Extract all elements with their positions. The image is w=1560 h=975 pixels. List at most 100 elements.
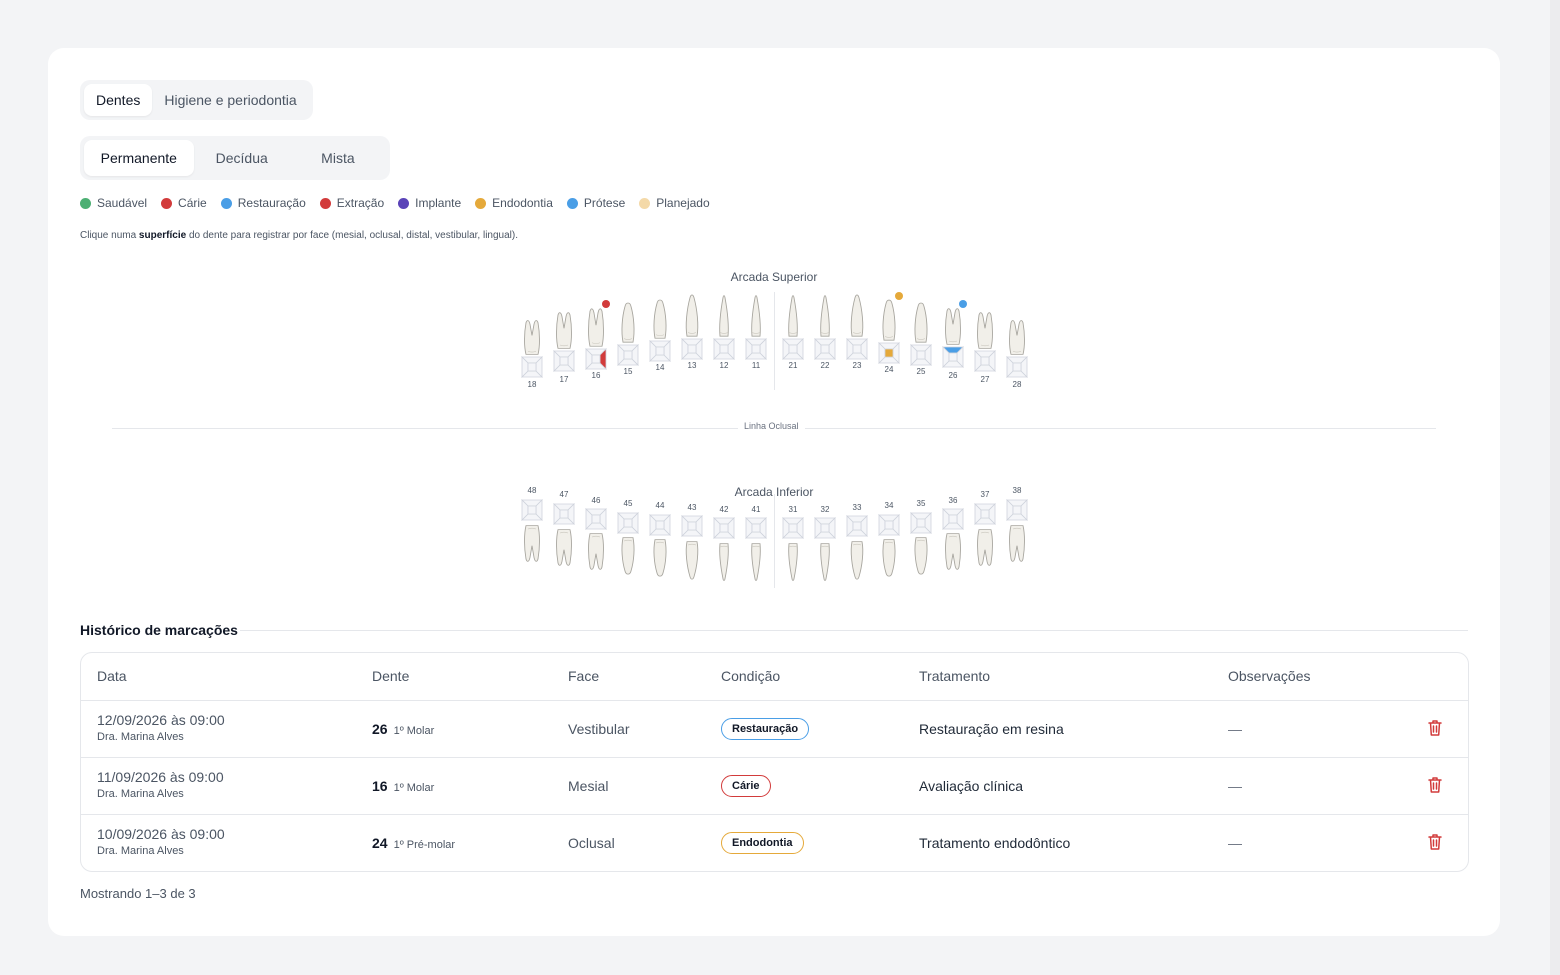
tooth-surface-oclusal[interactable] — [751, 523, 761, 533]
tooth-surface-oclusal[interactable] — [948, 352, 958, 362]
tooth-surface-map[interactable] — [878, 514, 906, 536]
tooth-surface-oclusal[interactable] — [852, 344, 862, 354]
tooth-surface-map[interactable] — [745, 338, 773, 360]
tooth-surface-map[interactable] — [745, 517, 773, 539]
tooth-surface-map[interactable] — [974, 503, 1002, 525]
tooth-surface-oclusal[interactable] — [820, 523, 830, 533]
tooth-surface-map[interactable] — [649, 514, 677, 536]
tooth-surface-oclusal[interactable] — [591, 514, 601, 524]
tooth-48[interactable] — [518, 524, 546, 564]
tooth-surface-oclusal[interactable] — [788, 344, 798, 354]
tooth-surface-oclusal[interactable] — [623, 350, 633, 360]
tooth-36[interactable] — [939, 532, 967, 572]
tooth-32[interactable] — [811, 542, 839, 582]
tooth-surface-oclusal[interactable] — [655, 346, 665, 356]
tooth-surface-oclusal[interactable] — [1012, 362, 1022, 372]
tooth-surface-map[interactable] — [1006, 356, 1034, 378]
tooth-44[interactable] — [646, 538, 674, 578]
tooth-surface-map[interactable] — [713, 338, 741, 360]
tooth-surface-map[interactable] — [814, 517, 842, 539]
tooth-surface-oclusal[interactable] — [687, 344, 697, 354]
tooth-surface-oclusal[interactable] — [948, 514, 958, 524]
tooth-46[interactable] — [582, 532, 610, 572]
tooth-37[interactable] — [971, 528, 999, 568]
tab-higiene-periodontia[interactable]: Higiene e periodontia — [164, 92, 297, 108]
tooth-surface-map[interactable] — [910, 344, 938, 366]
tooth-surface-oclusal[interactable] — [916, 350, 926, 360]
tooth-surface-oclusal[interactable] — [719, 344, 729, 354]
tooth-13[interactable] — [678, 294, 706, 338]
tooth-surface-map[interactable] — [681, 515, 709, 537]
tooth-surface-oclusal[interactable] — [852, 521, 862, 531]
tab-decidua[interactable]: Decídua — [215, 150, 268, 166]
delete-button[interactable] — [1427, 833, 1443, 856]
tooth-surface-map[interactable] — [617, 512, 645, 534]
tooth-23[interactable] — [843, 294, 871, 338]
tooth-surface-oclusal[interactable] — [980, 509, 990, 519]
page-scrollbar[interactable] — [1550, 0, 1560, 975]
tooth-surface-map[interactable] — [553, 503, 581, 525]
tooth-surface-oclusal[interactable] — [591, 354, 601, 364]
tooth-surface-map[interactable] — [942, 346, 970, 368]
tooth-21[interactable] — [779, 294, 807, 338]
tooth-surface-oclusal[interactable] — [788, 523, 798, 533]
tooth-surface-map[interactable] — [553, 350, 581, 372]
tooth-14[interactable] — [646, 298, 674, 340]
tooth-surface-oclusal[interactable] — [559, 509, 569, 519]
tooth-surface-map[interactable] — [681, 338, 709, 360]
tooth-surface-map[interactable] — [910, 512, 938, 534]
table-row[interactable]: 11/09/2026 às 09:00 Dra. Marina Alves 16… — [81, 758, 1468, 815]
tooth-surface-oclusal[interactable] — [884, 348, 894, 358]
table-row[interactable]: 10/09/2026 às 09:00 Dra. Marina Alves 24… — [81, 815, 1468, 871]
tooth-surface-oclusal[interactable] — [527, 505, 537, 515]
tooth-16[interactable] — [582, 306, 610, 348]
tooth-15[interactable] — [614, 301, 642, 344]
tooth-surface-oclusal[interactable] — [719, 523, 729, 533]
tooth-11[interactable] — [742, 294, 770, 338]
tooth-42[interactable] — [710, 542, 738, 582]
tooth-surface-map[interactable] — [649, 340, 677, 362]
tooth-45[interactable] — [614, 536, 642, 576]
tooth-surface-map[interactable] — [782, 338, 810, 360]
tooth-27[interactable] — [971, 310, 999, 350]
tooth-surface-oclusal[interactable] — [623, 518, 633, 528]
tooth-surface-map[interactable] — [585, 508, 613, 530]
tooth-surface-oclusal[interactable] — [527, 362, 537, 372]
tooth-surface-map[interactable] — [617, 344, 645, 366]
tooth-surface-map[interactable] — [878, 342, 906, 364]
tooth-28[interactable] — [1003, 318, 1031, 356]
tooth-surface-oclusal[interactable] — [820, 344, 830, 354]
tooth-surface-map[interactable] — [974, 350, 1002, 372]
tooth-surface-map[interactable] — [942, 508, 970, 530]
tab-mista[interactable]: Mista — [321, 150, 355, 166]
tooth-47[interactable] — [550, 528, 578, 568]
tooth-17[interactable] — [550, 310, 578, 350]
tooth-surface-oclusal[interactable] — [655, 520, 665, 530]
tooth-41[interactable] — [742, 542, 770, 582]
tooth-surface-oclusal[interactable] — [980, 356, 990, 366]
tooth-surface-oclusal[interactable] — [916, 518, 926, 528]
tooth-surface-oclusal[interactable] — [687, 521, 697, 531]
tooth-surface-map[interactable] — [521, 356, 549, 378]
tooth-33[interactable] — [843, 540, 871, 580]
tooth-surface-map[interactable] — [585, 348, 613, 370]
tooth-34[interactable] — [875, 538, 903, 578]
tooth-22[interactable] — [811, 294, 839, 338]
tooth-38[interactable] — [1003, 524, 1031, 564]
tooth-26[interactable] — [939, 306, 967, 346]
tooth-surface-map[interactable] — [521, 499, 549, 521]
tooth-surface-oclusal[interactable] — [884, 520, 894, 530]
tooth-surface-map[interactable] — [713, 517, 741, 539]
tooth-surface-oclusal[interactable] — [559, 356, 569, 366]
tooth-surface-map[interactable] — [846, 515, 874, 537]
tooth-12[interactable] — [710, 294, 738, 338]
tooth-surface-oclusal[interactable] — [1012, 505, 1022, 515]
tooth-35[interactable] — [907, 536, 935, 576]
delete-button[interactable] — [1427, 719, 1443, 742]
tooth-surface-oclusal[interactable] — [751, 344, 761, 354]
tooth-31[interactable] — [779, 542, 807, 582]
delete-button[interactable] — [1427, 776, 1443, 799]
tooth-surface-map[interactable] — [1006, 499, 1034, 521]
tab-permanente[interactable]: Permanente — [84, 140, 194, 176]
tooth-surface-map[interactable] — [846, 338, 874, 360]
